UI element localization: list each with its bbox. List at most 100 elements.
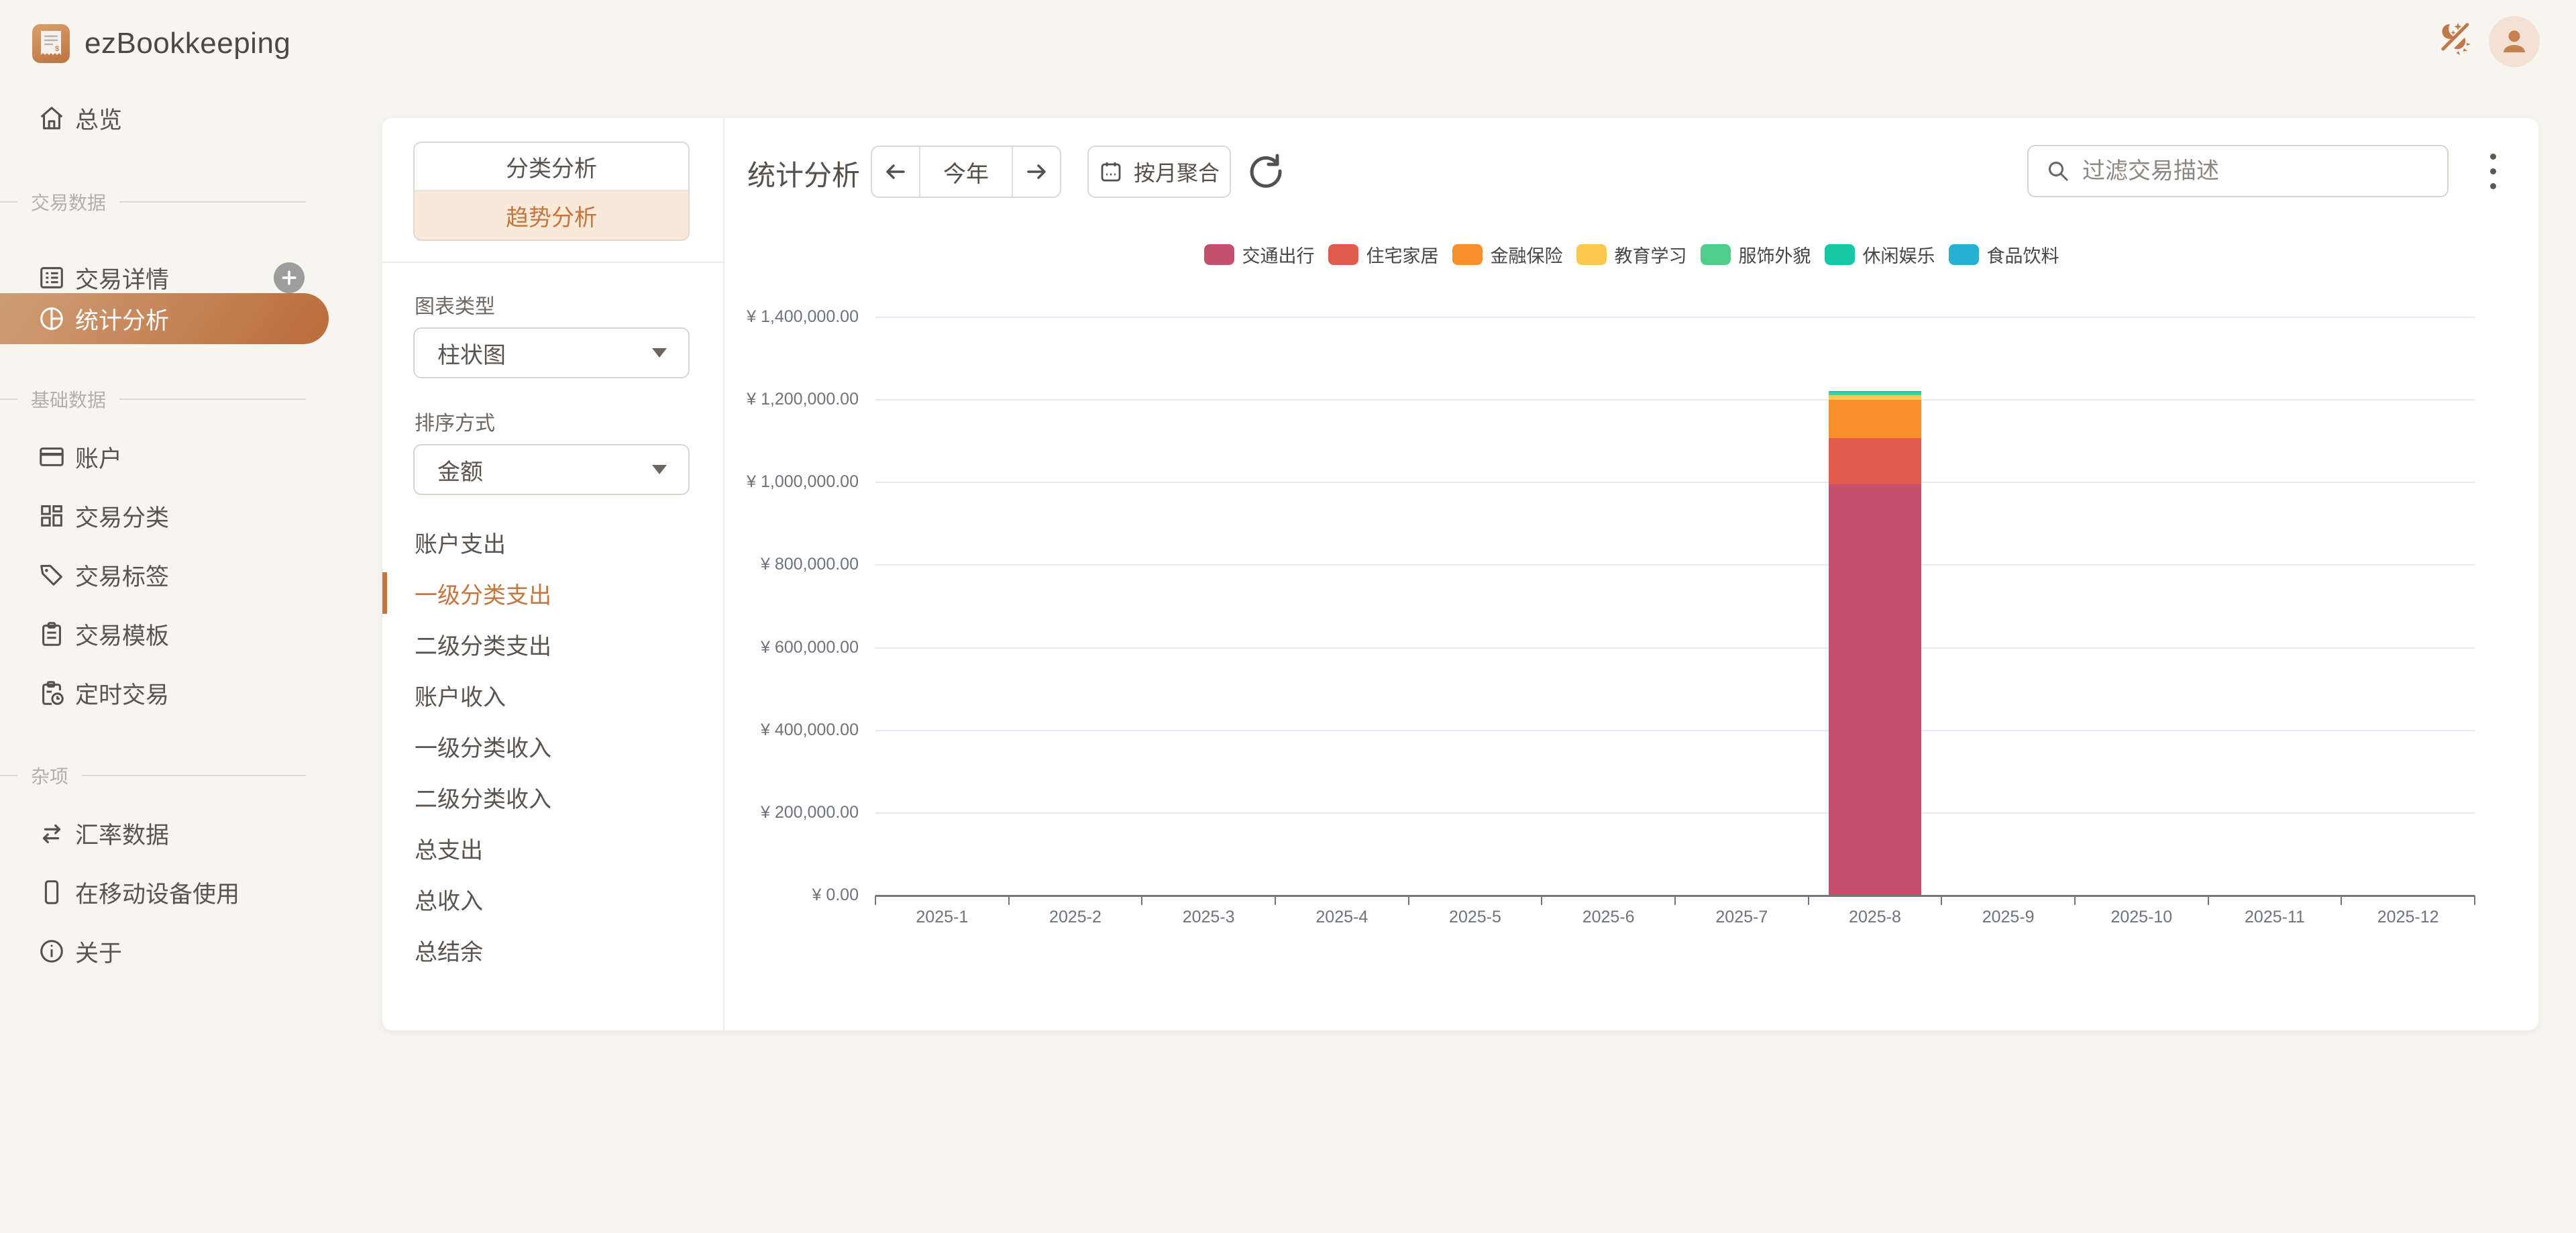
metric-total-expense[interactable]: 总支出 (415, 837, 483, 863)
metric-secondary-category-expense[interactable]: 二级分类支出 (415, 633, 551, 659)
x-axis-tick (1008, 896, 1010, 905)
section-divider (0, 201, 17, 203)
legend-swatch (1328, 244, 1358, 265)
bar-segment-交通出行[interactable] (1829, 484, 1921, 896)
chart-type-select[interactable]: 柱状图 (413, 327, 690, 378)
theme-toggle-icon[interactable] (2435, 19, 2473, 56)
sidebar-item-label: 交易详情 (75, 266, 170, 293)
top-bar: $ ezBookkeeping (0, 0, 2576, 87)
y-axis-label: ¥ 0.00 (812, 886, 859, 904)
tag-icon (38, 561, 66, 589)
metric-total-income[interactable]: 总收入 (415, 888, 483, 914)
x-axis-label: 2025-7 (1715, 908, 1768, 926)
legend-item-3[interactable]: 教育学习 (1576, 242, 1687, 268)
sidebar-item-accounts[interactable]: 账户 (0, 431, 329, 482)
home-icon (38, 104, 66, 132)
aggregate-by-month-button[interactable]: 按月聚合 (1087, 146, 1231, 198)
next-period-button[interactable] (1013, 147, 1060, 197)
legend-item-4[interactable]: 服饰外貌 (1700, 242, 1811, 268)
date-range-navigator: 今年 (871, 146, 1061, 198)
metric-primary-category-income[interactable]: 一级分类收入 (415, 735, 551, 761)
sidebar-item-label: 关于 (75, 940, 123, 967)
y-axis-label: ¥ 800,000.00 (761, 555, 859, 574)
tab-trend-analysis[interactable]: 趋势分析 (415, 191, 688, 239)
x-axis-tick (2341, 896, 2343, 905)
exchange-arrows-icon (38, 819, 66, 847)
date-range-label[interactable]: 今年 (918, 147, 1014, 197)
x-axis-tick (2074, 896, 2076, 905)
legend-item-0[interactable]: 交通出行 (1203, 242, 1315, 268)
sidebar-item-label: 交易模板 (75, 623, 170, 649)
legend-swatch (1576, 244, 1607, 265)
sidebar: 总览 交易数据 交易详情 统计分析 (0, 87, 329, 1228)
x-axis-label: 2025-9 (1982, 908, 2035, 926)
section-divider (119, 201, 306, 203)
legend-swatch (1824, 244, 1855, 265)
metric-total-balance[interactable]: 总结余 (415, 939, 483, 965)
x-axis-label: 2025-12 (2377, 908, 2439, 926)
legend-item-1[interactable]: 住宅家居 (1328, 242, 1439, 268)
legend-swatch (1948, 244, 1979, 265)
sidebar-item-label: 总览 (75, 107, 123, 133)
transaction-list-icon (38, 264, 66, 292)
metric-primary-category-expense[interactable]: 一级分类支出 (382, 571, 723, 615)
legend-label: 金融保险 (1490, 246, 1563, 266)
sidebar-item-use-on-mobile[interactable]: 在移动设备使用 (0, 867, 329, 918)
x-axis-tick (875, 896, 876, 905)
tab-category-analysis[interactable]: 分类分析 (415, 143, 688, 191)
search-input[interactable] (2082, 158, 2431, 184)
y-axis-label: ¥ 400,000.00 (761, 720, 859, 739)
sidebar-item-about[interactable]: 关于 (0, 926, 329, 977)
sidebar-item-overview[interactable]: 总览 (0, 93, 329, 144)
y-axis-label: ¥ 1,000,000.00 (747, 472, 859, 492)
x-axis-tick (1407, 896, 1409, 905)
x-axis-tick (1674, 896, 1676, 905)
sidebar-item-transaction-details[interactable]: 交易详情 (0, 252, 329, 303)
bar-segment-食品饮料[interactable] (1829, 390, 1921, 392)
bar-segment-金融保险[interactable] (1829, 399, 1921, 439)
sidebar-item-scheduled-transactions[interactable]: 定时交易 (0, 667, 329, 718)
sidebar-item-transaction-categories[interactable]: 交易分类 (0, 490, 329, 541)
svg-text:$: $ (55, 45, 59, 53)
add-transaction-button[interactable] (274, 262, 305, 293)
bar-segment-服饰外貌[interactable] (1829, 392, 1921, 396)
section-title: 交易数据 (31, 193, 107, 213)
chart-content: 统计分析 今年 按月聚合 (724, 118, 2538, 1030)
sidebar-item-statistics-analysis[interactable]: 统计分析 (0, 293, 329, 344)
chart-type-value: 柱状图 (437, 342, 506, 368)
legend-label: 休闲娱乐 (1862, 246, 1935, 266)
y-axis-label: ¥ 1,200,000.00 (747, 390, 859, 409)
previous-period-button[interactable] (872, 147, 919, 197)
legend-label: 食品饮料 (1986, 246, 2059, 266)
aggregate-label: 按月聚合 (1133, 161, 1220, 185)
clipboard-clock-icon (38, 679, 66, 707)
sidebar-section-misc: 杂项 (0, 762, 329, 789)
kebab-dot (2489, 168, 2496, 174)
search-box (2027, 145, 2449, 197)
metric-account-income[interactable]: 账户收入 (415, 684, 506, 710)
bar-segment-住宅家居[interactable] (1829, 438, 1921, 485)
sidebar-item-label: 统计分析 (75, 307, 170, 334)
sidebar-item-exchange-rates[interactable]: 汇率数据 (0, 808, 329, 859)
sidebar-item-label: 汇率数据 (75, 822, 170, 849)
more-options-button[interactable] (2473, 149, 2513, 193)
gridline (875, 729, 2475, 731)
legend-item-5[interactable]: 休闲娱乐 (1824, 242, 1935, 268)
legend-item-6[interactable]: 食品饮料 (1948, 242, 2059, 268)
metric-account-expense[interactable]: 账户支出 (415, 531, 506, 557)
user-avatar[interactable] (2489, 16, 2540, 67)
sort-mode-value: 金额 (437, 459, 483, 485)
refresh-button[interactable] (1246, 152, 1285, 191)
legend-item-2[interactable]: 金融保险 (1452, 242, 1563, 268)
chart-plot-area: ¥ 0.00 ¥ 200,000.00 ¥ 400,000.00 ¥ 600,000.… (747, 307, 2475, 926)
metric-secondary-category-income[interactable]: 二级分类收入 (415, 786, 551, 812)
x-axis-tick (1541, 896, 1543, 905)
sidebar-item-transaction-tags[interactable]: 交易标签 (0, 549, 329, 600)
pie-chart-icon (38, 305, 66, 333)
section-divider (0, 775, 17, 776)
sort-mode-select[interactable]: 金额 (413, 444, 690, 495)
bar-segment-教育学习[interactable] (1829, 395, 1921, 400)
sidebar-item-transaction-templates[interactable]: 交易模板 (0, 608, 329, 659)
x-axis-label: 2025-2 (1049, 908, 1102, 926)
section-title: 杂项 (31, 766, 69, 787)
